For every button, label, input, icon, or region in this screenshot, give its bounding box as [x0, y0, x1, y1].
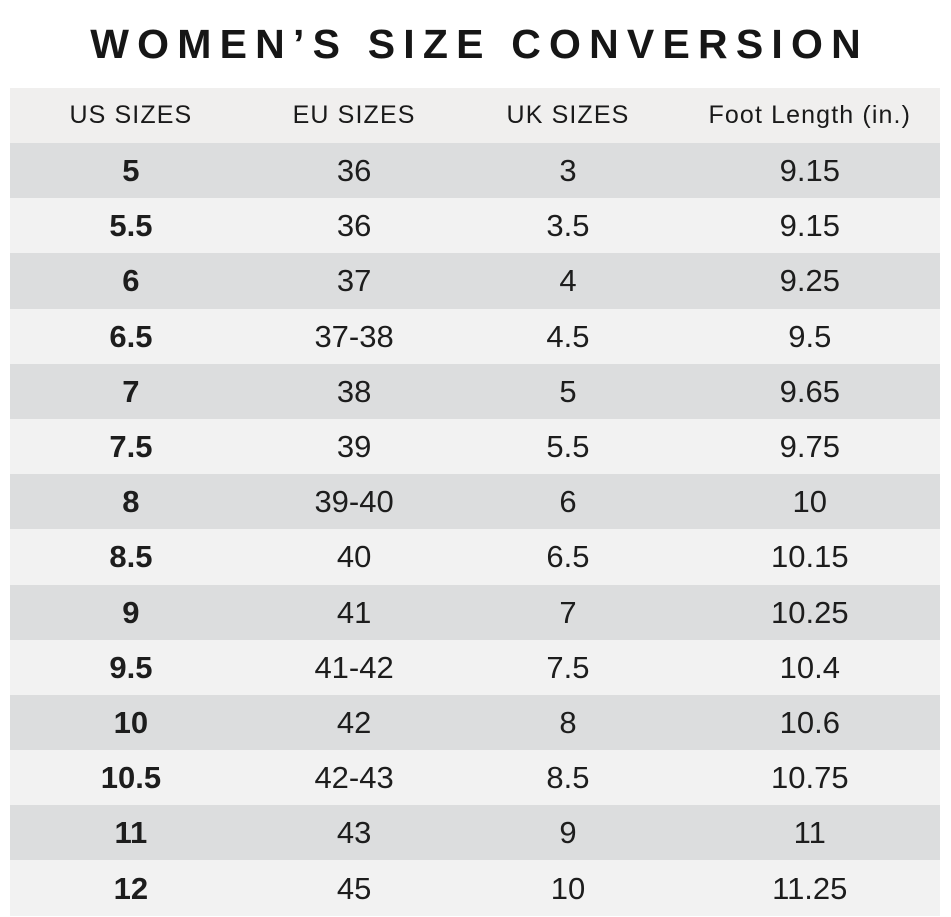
table-cell: 37-38 — [314, 318, 394, 354]
table-row: 9.5 41-42 7.5 10.4 — [10, 639, 940, 695]
table-cell: 10.15 — [770, 539, 849, 575]
table-cell: 39 — [336, 429, 372, 465]
table-cell: 11 — [793, 815, 826, 851]
table-cell: 38 — [336, 373, 372, 409]
table-row: 6 37 4 9.25 — [10, 253, 940, 309]
table-cell: 6 — [559, 484, 577, 520]
table-cell: 9.5 — [109, 649, 153, 685]
table-row: 5 36 3 9.15 — [10, 143, 940, 199]
table-cell: 8.5 — [546, 760, 590, 796]
table-cell: 6 — [122, 263, 140, 299]
table-cell: 39-40 — [314, 484, 394, 520]
table-cell: 42 — [336, 704, 372, 740]
table-cell: 6.5 — [546, 539, 590, 575]
table-row: 8.5 40 6.5 10.15 — [10, 529, 940, 585]
table-body: 5 36 3 9.15 5.5 36 3.5 9.15 6 37 4 9.25 6.5 37-38 4.5 9… — [10, 143, 940, 916]
table-cell: 36 — [336, 208, 372, 244]
table-cell: 10.25 — [770, 594, 849, 630]
table-row: 8 39-40 6 10 — [10, 474, 940, 530]
table-cell: 36 — [336, 153, 372, 189]
table-cell: 3.5 — [546, 208, 590, 244]
table-cell: 41-42 — [314, 649, 394, 685]
table-cell: 7.5 — [546, 649, 590, 685]
table-cell: 11.25 — [772, 870, 848, 906]
table-cell: 5.5 — [546, 429, 590, 465]
table-cell: 43 — [336, 815, 372, 851]
table-row: 9 41 7 10.25 — [10, 584, 940, 640]
table-cell: 37 — [336, 263, 372, 299]
table-cell: 10 — [113, 704, 149, 740]
column-header-uk-sizes: UK SIZES — [506, 101, 630, 129]
size-conversion-table: US SIZES EU SIZES UK SIZES Foot Length (… — [10, 88, 940, 916]
table-cell: 7 — [122, 373, 140, 409]
table-cell: 9.65 — [779, 373, 840, 409]
table-cell: 9.75 — [779, 429, 840, 465]
table-cell: 42-43 — [314, 760, 394, 796]
table-cell: 10.5 — [100, 760, 162, 796]
column-header-us-sizes: US SIZES — [69, 101, 193, 129]
table-cell: 9 — [559, 815, 577, 851]
table-cell: 4.5 — [546, 318, 590, 354]
table-cell: 5 — [122, 153, 140, 189]
table-row: 5.5 36 3.5 9.15 — [10, 198, 940, 254]
table-cell: 8 — [559, 704, 577, 740]
table-cell: 8 — [122, 484, 140, 520]
table-row: 6.5 37-38 4.5 9.5 — [10, 308, 940, 364]
table-row: 10 42 8 10.6 — [10, 694, 940, 751]
table-cell: 5.5 — [109, 208, 153, 244]
table-cell: 9.25 — [779, 263, 840, 299]
table-row: 10.5 42-43 8.5 10.75 — [10, 750, 940, 806]
table-cell: 4 — [559, 263, 577, 299]
table-header-row: US SIZES EU SIZES UK SIZES Foot Length (… — [10, 88, 940, 143]
table-cell: 10 — [792, 484, 828, 520]
table-row: 7 38 5 9.65 — [10, 363, 940, 419]
page-title: WOMEN’S SIZE CONVERSION — [90, 20, 869, 67]
table-cell: 10 — [550, 870, 586, 906]
table-cell: 9.15 — [779, 208, 840, 244]
column-header-foot-length: Foot Length (in.) — [708, 101, 912, 129]
table-row: 11 43 9 11 — [10, 805, 940, 861]
table-cell: 7 — [559, 594, 577, 630]
table-cell: 9.15 — [779, 153, 840, 189]
table-cell: 9 — [122, 594, 140, 630]
table-cell: 12 — [113, 870, 149, 906]
table-cell: 10.75 — [770, 760, 849, 796]
table-cell: 10.6 — [779, 704, 840, 740]
table-cell: 40 — [336, 539, 372, 575]
table-cell: 10.4 — [779, 649, 840, 685]
table-cell: 5 — [559, 373, 577, 409]
table-cell: 41 — [336, 594, 372, 630]
table-cell: 9.5 — [788, 318, 832, 354]
table-cell: 11 — [114, 815, 148, 851]
table-cell: 6.5 — [109, 318, 153, 354]
table-row: 7.5 39 5.5 9.75 — [10, 418, 940, 475]
table-row: 12 45 10 11.25 — [10, 860, 940, 916]
column-header-eu-sizes: EU SIZES — [292, 101, 416, 129]
table-cell: 7.5 — [109, 429, 153, 465]
table-cell: 45 — [336, 870, 372, 906]
table-cell: 8.5 — [109, 539, 153, 575]
table-cell: 3 — [559, 153, 577, 189]
